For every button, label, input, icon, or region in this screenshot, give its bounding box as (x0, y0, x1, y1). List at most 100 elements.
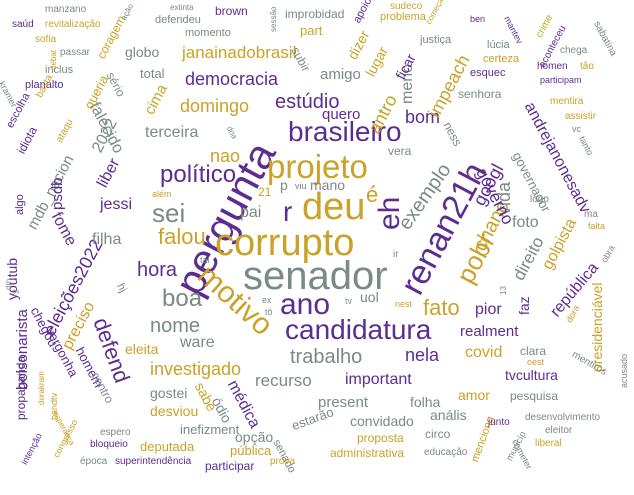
word-proposta: proposta (357, 431, 404, 445)
word-ex: ex (262, 295, 272, 305)
word-amor: amor (458, 387, 490, 403)
word-logo: logo (530, 194, 549, 205)
word-extinta: extinta (170, 3, 194, 12)
word-ware: ware (180, 334, 215, 351)
word-publica: pública (230, 443, 272, 458)
word-total: total (140, 66, 165, 81)
word-oest: oest (527, 357, 545, 367)
word-queria: queria (81, 72, 112, 112)
word-alem: além (152, 189, 172, 199)
word-jessi: jessi (100, 196, 133, 213)
word-candidatura: candidatura (285, 314, 432, 345)
word-propaganda: propaganda (14, 355, 28, 420)
word-globo: globo (125, 44, 160, 60)
word-esquec: esquec (470, 67, 506, 79)
word-boa: boa (162, 285, 203, 312)
word-certeza: certeza (483, 53, 520, 65)
word-corrupto: corrupto (215, 222, 355, 264)
word-intencao: intenção (19, 431, 44, 467)
word-administrativa: administrativa (330, 446, 405, 460)
word-convidado: convidado (350, 413, 414, 429)
word-faz: faz (516, 296, 532, 315)
word-prova: prova (270, 456, 296, 467)
word-ano: ano (280, 288, 331, 321)
word-homen: homen (537, 61, 568, 72)
word-senador: senador (243, 254, 388, 298)
word-fato: fato (423, 295, 460, 320)
word-debat: debat (49, 49, 58, 70)
word-improbidad: improbidad (285, 7, 345, 21)
word-inefizment: inefizment (180, 422, 240, 437)
word-viu: viu (295, 181, 307, 191)
word-brown: brown (215, 4, 248, 18)
word-sessao: sessão (269, 6, 278, 32)
word-tao: tão (580, 61, 594, 72)
word-r: r (283, 196, 293, 227)
word-deputada: deputada (140, 439, 195, 454)
word-politico: político (160, 161, 237, 188)
word-domingo: domingo (180, 96, 250, 116)
word-estarao: estarão (289, 404, 336, 434)
word-pesquisa: pesquisa (510, 389, 559, 403)
word-sudeco: sudeco (390, 1, 423, 12)
word-liber: liber (94, 155, 124, 191)
word-junto: junto (488, 417, 510, 428)
word-fome: fome (47, 209, 80, 249)
word-filha: filha (92, 231, 122, 248)
word-trabalho: trabalho (290, 346, 363, 368)
word-hj: hj (114, 281, 129, 295)
word-ben: ben (470, 14, 486, 24)
word-estudio: estúdio (275, 91, 340, 113)
word-p: p (280, 177, 288, 193)
word-tal: tal (200, 255, 210, 265)
word-quero: quero (322, 106, 361, 123)
word-amigo: amigo (320, 66, 361, 83)
word-to: tô (265, 307, 273, 317)
word-nest: nest (395, 299, 413, 309)
word-doa: doa (224, 124, 240, 141)
word-nao: nao (210, 146, 241, 166)
word-circo: circo (425, 427, 451, 441)
word-revitalizacao: revitalização (45, 19, 101, 30)
word-tanto: tanto (577, 134, 596, 157)
word-assistir: assistir (565, 111, 597, 122)
word-cima: cima (141, 81, 171, 118)
word-obra: obra (599, 243, 617, 265)
word-analis: anális (430, 407, 467, 423)
word-apoiou: apoiou (351, 0, 378, 26)
word-sei: sei (152, 198, 186, 228)
word-lugar: lugar (362, 44, 391, 80)
word-opcao: opção (235, 429, 274, 445)
word-sofia: sofia (35, 34, 57, 45)
word-mano: mano (310, 177, 346, 193)
word-problema: problema (380, 11, 426, 23)
word-falou: falou (158, 224, 206, 249)
word-falta: falta (588, 221, 606, 231)
word-epoca: época (80, 456, 108, 467)
word-eleitor: eleitor (545, 425, 573, 436)
word-participar: participar (205, 459, 255, 473)
word-kramer: kramer (0, 79, 20, 109)
word-21: 21 (258, 185, 272, 199)
word-uol: uol (360, 289, 379, 305)
word-covid: covid (465, 344, 503, 361)
word-clara: clara (520, 344, 547, 358)
word-tv: tv (345, 296, 353, 306)
word-deu: deu (302, 186, 366, 228)
word-foto: foto (512, 214, 539, 231)
word-ness: ness (440, 119, 465, 149)
word-nome: nome (150, 315, 201, 337)
word-educacao: educação (424, 447, 468, 458)
word-planalto: planalto (25, 79, 64, 91)
word-e-acc: é (366, 182, 379, 207)
word-espero: espero (100, 427, 131, 438)
word-ir: ir (393, 249, 399, 260)
word-acusado: acusado (619, 353, 629, 388)
word-vera: vera (388, 144, 412, 158)
word-mentira: mentira (550, 96, 584, 107)
word-a13: 13 (499, 286, 508, 295)
word-important: important (345, 371, 412, 388)
word-inclus: inclus (45, 64, 74, 76)
word-desviou: desviou (150, 403, 199, 419)
word-comeca: começa (424, 0, 446, 26)
